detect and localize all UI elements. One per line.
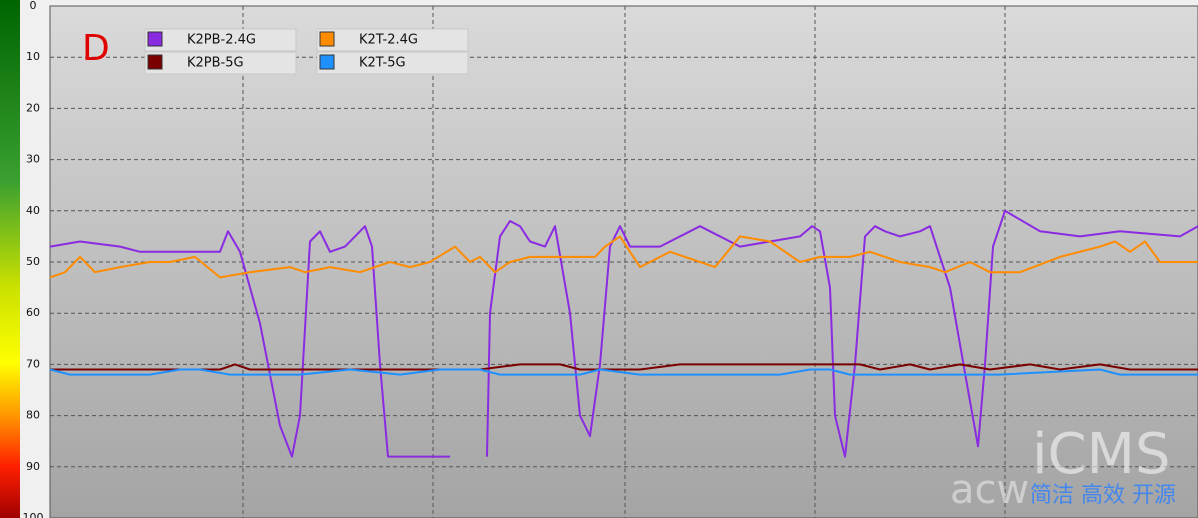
legend-label: K2PB-5G <box>187 56 244 71</box>
legend-item-bg <box>316 28 469 52</box>
color-scale <box>0 0 20 518</box>
legend-swatch <box>319 54 335 70</box>
series-line <box>50 363 1198 371</box>
y-tick-label: 80 <box>26 409 40 422</box>
legend-swatch <box>147 54 163 70</box>
watermark: iCMS <box>1032 422 1171 487</box>
y-tick-label: 40 <box>26 204 40 217</box>
legend-swatch <box>147 31 163 47</box>
y-tick-label: 30 <box>26 153 40 166</box>
watermark: acw <box>950 467 1029 513</box>
y-tick-label: 90 <box>26 460 40 473</box>
legend-item-bg <box>316 51 469 75</box>
legend-label: K2PB-2.4G <box>187 33 256 48</box>
y-tick-label: 20 <box>26 101 40 114</box>
legend-item-bg <box>144 28 297 52</box>
legend-label: K2T-5G <box>359 56 406 71</box>
y-tick-label: 60 <box>26 306 40 319</box>
legend-swatch <box>319 31 335 47</box>
y-tick-label: 100 <box>23 511 44 518</box>
y-tick-label: 70 <box>26 357 40 370</box>
y-tick-label: 50 <box>26 255 40 268</box>
series-line <box>49 235 1198 279</box>
legend: K2PB-2.4G K2PB-5G K2T-2.4G K2T-5G <box>144 28 469 75</box>
legend-item-bg <box>144 51 297 75</box>
annotation: D <box>82 28 110 69</box>
series-line <box>49 368 1198 376</box>
y-tick-label: 10 <box>26 50 40 63</box>
legend-label: K2T-2.4G <box>359 33 418 48</box>
watermark: 简洁 高效 开源 <box>1030 483 1176 508</box>
y-tick-label: 0 <box>30 0 37 12</box>
series-line <box>49 209 1198 458</box>
